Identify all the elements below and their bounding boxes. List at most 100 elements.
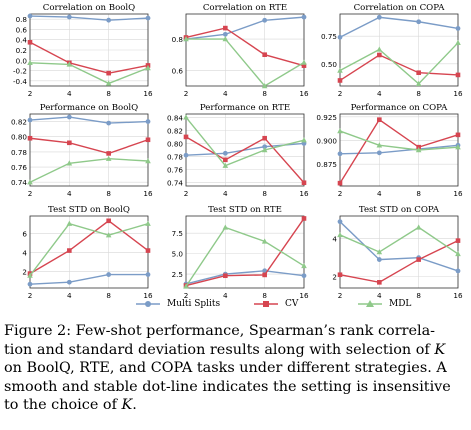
data-point-cv [337, 180, 343, 186]
data-point-mdl [376, 46, 383, 52]
plot-frame [185, 215, 305, 289]
x-tick-label: 2 [184, 291, 189, 300]
data-point-cv [416, 70, 421, 76]
series-line-mdl [185, 116, 305, 167]
data-point-multi-splits [145, 272, 151, 277]
data-point-multi-splits [337, 219, 343, 225]
data-point-multi-splits [416, 19, 422, 25]
x-tick-label: 16 [143, 291, 153, 300]
data-point-cv [27, 135, 33, 141]
chart-title: Test STD on RTE [208, 205, 282, 215]
data-point-mdl [415, 80, 422, 86]
figure-grid: -0.4-0.20.00.20.40.60.82 4 8 16Correlation … [11, 3, 463, 300]
plot-frame [339, 13, 459, 87]
data-point-mdl [301, 262, 307, 269]
data-point-multi-splits [301, 14, 307, 20]
y-tick-label: 0.78 [167, 153, 183, 162]
chart-panel-9: 2 4 2 4 8 16 Test STD on COPA [332, 205, 463, 300]
series-line-cv [185, 136, 305, 184]
y-tick-label: -0.2 [13, 67, 27, 76]
legend-marker-cv [254, 301, 278, 307]
x-tick-label: 16 [299, 189, 309, 198]
data-point-mdl [415, 147, 422, 153]
data-point-multi-splits [262, 144, 268, 150]
x-tick-label: 2 [338, 89, 343, 98]
x-tick-label: 8 [262, 189, 267, 198]
x-tick-label: 16 [453, 189, 463, 198]
series-line-multi-splits [339, 16, 459, 38]
series-line-multi-splits [185, 16, 305, 40]
legend-marker-multi-splits [136, 301, 160, 307]
data-point-multi-splits [66, 279, 72, 285]
chart-panel-2: 0.6 0.8 2 4 8 16 Correlation on RTE [172, 3, 309, 98]
y-tick-label: 0.76 [11, 163, 27, 172]
data-point-mdl [66, 220, 73, 226]
series-line-multi-splits [339, 144, 459, 155]
chart-panel-7: 2 4 6 2 4 8 16 Test STD on BoolQ [22, 205, 153, 300]
data-point-cv [223, 157, 228, 163]
figure-caption: Figure 2: Few-shot performance, Spearman… [4, 322, 469, 415]
plot-frame [29, 13, 149, 87]
x-tick-label: 8 [416, 89, 421, 98]
data-point-cv [27, 39, 33, 45]
chart-title: Test STD on COPA [359, 205, 440, 215]
data-point-cv [183, 134, 189, 140]
x-tick-label: 2 [338, 189, 343, 198]
chart-title: Correlation on COPA [354, 3, 446, 13]
data-point-cv [262, 135, 267, 141]
y-tick-label: 0.80 [167, 139, 183, 148]
x-tick-label: 8 [106, 291, 111, 300]
y-tick-label: 7.5 [172, 229, 183, 238]
caption-line-4: smooth and stable dot-line indicates the… [4, 378, 451, 395]
data-point-cv [262, 52, 267, 57]
y-tick-label: 0.875 [316, 160, 337, 169]
data-point-mdl [145, 157, 151, 164]
chart-panel-1: -0.4-0.2 0.00.20.4 0.60.8 2 4 8 16 Correlation … [13, 3, 153, 98]
data-point-mdl [222, 36, 229, 42]
x-tick-label: 2 [184, 89, 189, 98]
legend-label-multi-splits: Multi Splits [167, 299, 221, 309]
x-tick-label: 4 [377, 89, 382, 98]
series-line-mdl [339, 130, 459, 151]
x-tick-label: 16 [143, 189, 153, 198]
legend-marker-mdl [358, 300, 382, 307]
data-point-cv [145, 137, 151, 143]
series-line-cv [185, 218, 305, 287]
data-point-multi-splits [66, 14, 72, 20]
legend: Multi Splits CV MDL [135, 296, 471, 312]
chart-title: Test STD on BoolQ [48, 205, 130, 215]
series-line-multi-splits [29, 15, 149, 21]
y-tick-label: 0.6 [172, 66, 184, 75]
data-point-multi-splits [455, 268, 461, 274]
x-tick-label: 4 [67, 291, 72, 300]
data-point-multi-splits [145, 119, 151, 124]
legend-item-cv: CV [253, 296, 298, 312]
data-point-mdl [376, 249, 383, 255]
x-tick-label: 16 [453, 291, 463, 300]
series-line-mdl [29, 158, 149, 183]
chart-title: Correlation on BoolQ [43, 3, 135, 13]
data-point-cv [67, 140, 72, 146]
y-tick-label: 0.78 [11, 148, 27, 157]
series-line-mdl [186, 38, 305, 87]
legend-label-mdl: MDL [389, 299, 412, 309]
plot-frame [185, 113, 305, 187]
data-point-multi-splits [106, 17, 112, 23]
x-tick-label: 4 [223, 89, 228, 98]
data-point-multi-splits [222, 150, 228, 156]
y-tick-label: 0.82 [11, 118, 27, 127]
data-point-mdl [145, 220, 151, 226]
series-line-cv [185, 27, 305, 67]
x-tick-label: 2 [338, 291, 343, 300]
data-point-mdl [301, 59, 307, 65]
y-tick-label: 0.74 [11, 178, 27, 187]
data-point-multi-splits [145, 15, 151, 21]
data-point-cv [145, 248, 151, 253]
data-point-mdl [337, 128, 343, 134]
series-line-cv [29, 41, 149, 74]
data-point-cv [106, 218, 111, 224]
data-point-multi-splits [376, 257, 382, 262]
data-point-mdl [145, 65, 151, 71]
chart-panel-5: 0.74 0.76 0.78 0.80 0.82 0.84 2 4 8 16 Performance… [167, 103, 309, 198]
y-tick-label: 0.74 [167, 179, 183, 188]
